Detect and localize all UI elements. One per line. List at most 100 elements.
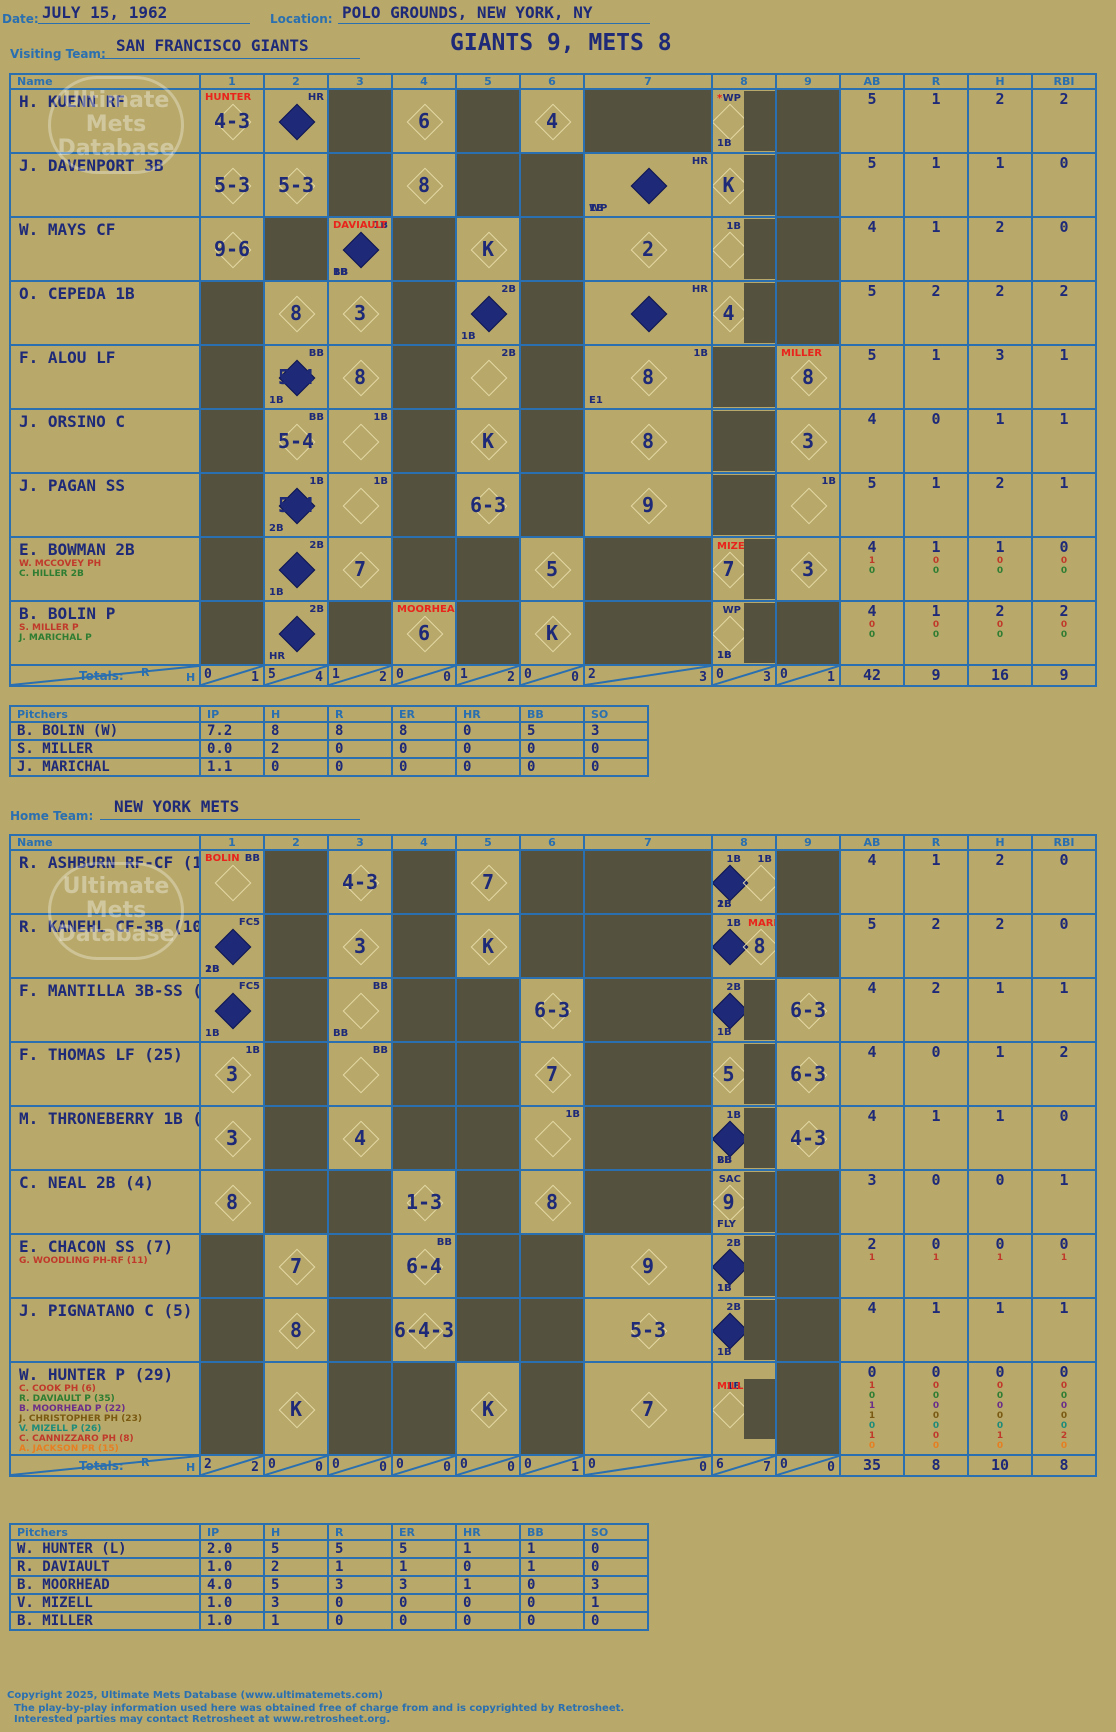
stat-value: 0 xyxy=(1059,915,1069,933)
stat-value: 2 xyxy=(995,282,1005,300)
play-result: 3 xyxy=(801,429,815,453)
stat-cell-rbi: 1 xyxy=(1031,344,1097,410)
play-cell-inning-2: 8 xyxy=(263,1297,329,1363)
stat-value: 0 xyxy=(932,556,940,566)
pitcher-stat: 0 xyxy=(455,1593,521,1613)
stat-value: 2 xyxy=(1059,90,1069,108)
stat-value: 1 xyxy=(932,1253,940,1263)
play-cell-inning-4 xyxy=(391,1361,457,1456)
column-header-inning-5: 5 xyxy=(455,73,521,90)
play-result: 5-3 xyxy=(629,1318,667,1342)
stat-cell-r: 1 xyxy=(903,152,969,218)
play-result: 5-4 xyxy=(277,365,315,389)
run-scored-icon xyxy=(714,1248,748,1286)
pitcher-stat: 8 xyxy=(327,721,393,741)
totals-divider xyxy=(201,1456,263,1475)
stat-value: 1 xyxy=(995,1107,1005,1125)
stat-value: 0 xyxy=(1059,1363,1069,1381)
play-cell-inning-2: 5-4 1B 2B xyxy=(263,472,329,538)
pitcher-stat: 0 xyxy=(455,721,521,741)
column-header-inning-9: 9 xyxy=(775,834,841,851)
run-scored-icon xyxy=(714,1312,748,1350)
stat-value: 0 xyxy=(932,620,940,630)
stat-cell-rbi: 1 xyxy=(1031,1297,1097,1363)
batter-name-cell: J. PIGNATANO C (5) xyxy=(9,1297,201,1363)
play-cell-inning-7: 8 xyxy=(583,408,713,474)
play-cell-inning-5 xyxy=(455,977,521,1043)
play-note: 1B xyxy=(461,331,476,342)
play-cell-inning-6: K xyxy=(519,600,585,666)
stat-value: 1 xyxy=(868,1431,876,1441)
inning-hits: 0 xyxy=(443,670,451,685)
stat-value: 1 xyxy=(1059,346,1069,364)
pitcher-stat: 8 xyxy=(263,721,329,741)
stat-cell-ab: 4 xyxy=(839,1105,905,1171)
home-batter-row: F. MANTILLA 3B-SS (18) FC5 1B BB BB 6-3 9 2B 1B 6… xyxy=(9,977,1097,1043)
run-scored-icon xyxy=(630,167,668,205)
stat-value: 0 xyxy=(996,1381,1004,1391)
play-cell-inning-4 xyxy=(391,1041,457,1107)
stat-value: 1 xyxy=(995,538,1005,556)
pitcher-stat: 1 xyxy=(391,1557,457,1577)
play-note: 1B xyxy=(717,650,732,661)
stat-value: 0 xyxy=(1059,1235,1069,1253)
play-note: 1B xyxy=(373,412,388,423)
base-diamond-icon xyxy=(342,1056,380,1094)
stat-value: 1 xyxy=(995,410,1005,428)
final-score: GIANTS 9, METS 8 xyxy=(450,30,672,56)
footer-contact: Interested parties may contact Retroshee… xyxy=(14,1714,391,1725)
totals-divider xyxy=(329,1456,391,1475)
stat-value: 0 xyxy=(932,1441,940,1451)
stat-value: 0 xyxy=(996,566,1004,576)
inning-hits: 7 xyxy=(763,1460,771,1475)
play-cell-inning-7: 2 xyxy=(583,216,713,282)
home_pitchers-row: B. MOORHEAD 4.0 5 3 3 1 0 3 xyxy=(9,1575,649,1595)
play-cell-inning-5 xyxy=(455,88,521,154)
inning-hits: 2 xyxy=(507,670,515,685)
visiting-underline xyxy=(100,58,360,59)
inning-hits: 0 xyxy=(443,1460,451,1475)
column-header-inning-6: 6 xyxy=(519,73,585,90)
play-cell-inning-8: 9 2B 1B xyxy=(711,977,777,1043)
pitcher-name: W. HUNTER (L) xyxy=(9,1539,201,1559)
stat-cell-ab: 4 xyxy=(839,408,905,474)
play-note: 1B xyxy=(717,1283,732,1294)
play-cell-inning-3 xyxy=(327,1361,393,1456)
visitors-batter-row: O. CEPEDA 1B 8 3 2B 1B HR 4 5 2 2 2 xyxy=(9,280,1097,346)
play-cell-inning-9: 1B xyxy=(775,472,841,538)
play-cell-inning-1 xyxy=(199,344,265,410)
totals-divider xyxy=(713,666,775,685)
play-note: 1B xyxy=(309,476,324,487)
play-cell-inning-9 xyxy=(775,88,841,154)
home_pitchers-header-row: Pitchers IP H R ER HR BB SO xyxy=(9,1523,649,1541)
visitors-batter-row: J. DAVENPORT 3B 5-3 5-3 8 HR 1B WP K 5 1 1 0 xyxy=(9,152,1097,218)
base-diamond-icon xyxy=(742,864,774,902)
batter-name: B. BOLIN P xyxy=(19,604,116,623)
batter-name-cell: J. PAGAN SS xyxy=(9,472,201,538)
stat-value: 0 xyxy=(932,1391,940,1401)
play-result: 3 xyxy=(353,934,367,958)
play-result: 4-3 xyxy=(341,870,379,894)
play-cell-inning-8 xyxy=(711,408,777,474)
play-result: 9 xyxy=(722,1190,735,1214)
base-diamond-icon xyxy=(790,487,828,525)
pitcher-stat: 0 xyxy=(583,1557,649,1577)
play-note: 1B xyxy=(333,267,348,278)
pitcher-col-so: SO xyxy=(583,705,649,723)
play-cell-inning-1: 3 1B xyxy=(199,1041,265,1107)
batter-name: E. CHACON SS (7) xyxy=(19,1237,174,1256)
play-result: 8 xyxy=(801,365,815,389)
play-note: 2B xyxy=(269,523,284,534)
stat-value: 0 xyxy=(1060,1421,1068,1431)
stat-cell-ab: 5 xyxy=(839,344,905,410)
stat-cell-rbi: 1 xyxy=(1031,408,1097,474)
home-batter-row: E. CHACON SS (7) G. WOODLING PH-RF (11) 7 6… xyxy=(9,1233,1097,1299)
play-cell-inning-6 xyxy=(519,1297,585,1363)
stat-cell-ab: 4 xyxy=(839,1041,905,1107)
play-result: K xyxy=(481,934,495,958)
run-scored-icon xyxy=(342,231,380,269)
